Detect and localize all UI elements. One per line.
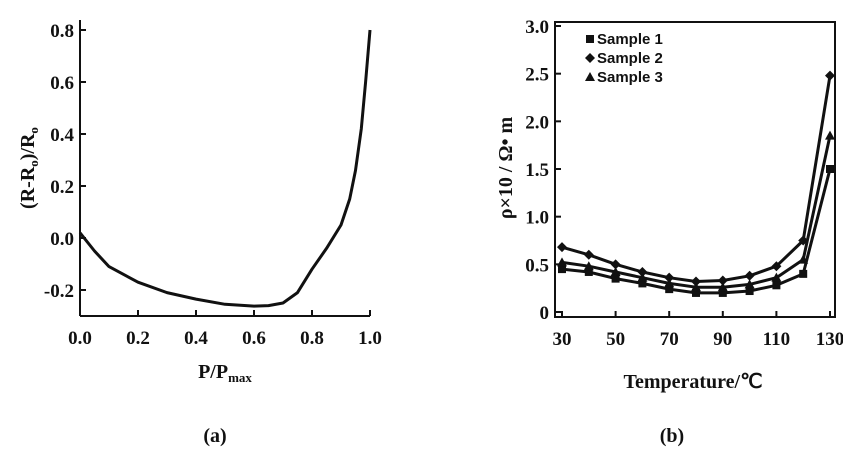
- chart-b-point-sample-3: [771, 272, 782, 282]
- chart-b-point-sample-1: [692, 288, 700, 297]
- chart-b-xtick-label: 110: [763, 329, 790, 350]
- chart-b-point-sample-1: [745, 287, 754, 296]
- chart-b-ytick-label: 2.0: [525, 112, 549, 133]
- chart-b-point-sample-3: [717, 282, 728, 292]
- chart-b-legend-label-sample-1: Sample 1: [597, 31, 663, 48]
- chart-b-legend-marker-sample-1: [586, 35, 594, 43]
- chart-b-point-sample-1: [584, 267, 593, 276]
- chart-b-series-line-sample-3: [561, 135, 832, 289]
- chart-a-ytick-label: 0.0: [50, 229, 74, 250]
- chart-b-point-sample-2: [664, 272, 675, 283]
- chart-b-legend-label-sample-2: Sample 2: [597, 50, 663, 67]
- chart-b-point-sample-3: [557, 257, 567, 267]
- chart-a-xtick-label: 1.0: [358, 328, 382, 349]
- chart-a-xtick-label: 0.0: [68, 328, 92, 349]
- chart-b-point-sample-2: [744, 270, 755, 281]
- chart-a-ylabel: (R-Ro)/Ro: [17, 127, 41, 209]
- chart-b-point-sample-1: [772, 281, 781, 290]
- chart-b-xtick-label: 50: [606, 329, 625, 350]
- chart-b-point-sample-3: [637, 272, 648, 282]
- chart-a-ytick-label: 0.4: [50, 125, 74, 146]
- chart-a-ytick-label: 0.8: [50, 21, 74, 42]
- chart-b-point-sample-2: [717, 275, 728, 286]
- chart-b: 30 50 70 90 110 130 0 0.5 1.0 1.5 2.0 2.5 3.0 Sampl…: [495, 17, 843, 447]
- chart-b-xtick-label: 30: [553, 329, 572, 350]
- chart-b-point-sample-1: [611, 274, 620, 283]
- chart-b-series-sample-2: [557, 70, 835, 287]
- chart-b-series-line-sample-2: [561, 75, 832, 283]
- chart-a: 0.0 0.2 0.4 0.6 0.8 1.0 -0.2 0.0 0.2 0.4 0.6 0.8 P…: [17, 20, 382, 447]
- chart-b-xlabel: Temperature/℃: [623, 371, 762, 393]
- chart-b-point-sample-1: [638, 279, 647, 288]
- chart-b-point-sample-1: [718, 288, 727, 297]
- chart-b-legend-label-sample-3: Sample 3: [597, 69, 663, 86]
- chart-b-point-sample-1: [558, 265, 566, 274]
- chart-b-point-sample-1: [665, 285, 674, 294]
- chart-b-series-sample-1: [558, 165, 834, 297]
- chart-b-point-sample-3: [583, 261, 594, 271]
- chart-a-xtick-label: 0.2: [126, 328, 150, 349]
- chart-b-ytick-label: 1.5: [525, 160, 549, 181]
- chart-a-ytick-label: -0.2: [44, 281, 74, 302]
- chart-b-point-sample-2: [637, 266, 648, 277]
- chart-b-point-sample-2: [825, 70, 835, 81]
- chart-b-point-sample-3: [744, 279, 755, 289]
- chart-b-point-sample-2: [583, 249, 594, 260]
- chart-b-ytick-label: 3.0: [525, 17, 549, 38]
- chart-a-panel-label: (a): [203, 425, 226, 447]
- chart-b-legend: Sample 1 Sample 2 Sample 3: [585, 31, 663, 86]
- chart-b-point-sample-1: [799, 269, 808, 278]
- chart-b-xtick-label: 70: [660, 329, 679, 350]
- chart-b-series-sample-3: [557, 130, 835, 292]
- chart-a-xlabel: P/Pmax: [198, 361, 252, 385]
- chart-a-ytick-label: 0.6: [50, 73, 74, 94]
- chart-b-xtick-label: 90: [713, 329, 732, 350]
- chart-b-legend-marker-sample-2: [585, 53, 595, 63]
- chart-b-ylabel: ρ×10 / Ω• m: [495, 116, 517, 219]
- chart-a-xtick-label: 0.6: [242, 328, 266, 349]
- chart-a-series-line: [78, 29, 372, 308]
- chart-b-legend-marker-sample-3: [585, 72, 595, 81]
- chart-b-point-sample-3: [798, 254, 809, 264]
- chart-a-ytick-label: 0.2: [50, 177, 74, 198]
- chart-a-xtick-label: 0.8: [300, 328, 324, 349]
- chart-b-point-sample-2: [691, 276, 701, 287]
- chart-b-ytick-label: 0: [540, 303, 550, 324]
- chart-b-xtick-label: 130: [816, 329, 843, 350]
- chart-b-point-sample-3: [664, 278, 675, 288]
- chart-b-ytick-label: 1.0: [525, 208, 549, 229]
- chart-b-point-sample-1: [826, 165, 834, 173]
- chart-b-panel-label: (b): [660, 425, 684, 447]
- chart-b-ytick-label: 2.5: [525, 65, 549, 86]
- chart-b-point-sample-3: [610, 266, 621, 276]
- chart-b-series-line-sample-1: [561, 168, 832, 295]
- chart-b-point-sample-2: [610, 259, 621, 270]
- chart-b-point-sample-2: [557, 242, 567, 253]
- chart-b-point-sample-2: [771, 261, 782, 272]
- chart-a-xtick-label: 0.4: [184, 328, 208, 349]
- chart-b-ytick-label: 0.5: [525, 255, 549, 276]
- chart-b-point-sample-3: [691, 282, 701, 292]
- chart-b-point-sample-3: [825, 130, 835, 140]
